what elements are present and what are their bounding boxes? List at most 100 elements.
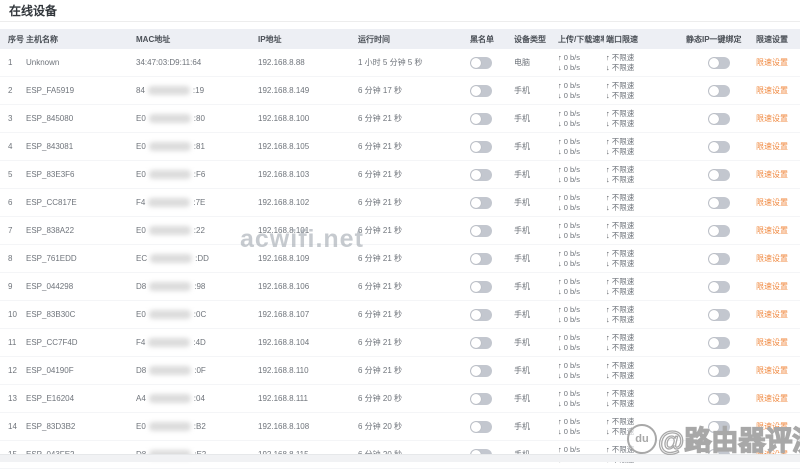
download-rate: 0 b/s <box>563 174 581 184</box>
static-ip-bind-toggle[interactable] <box>708 420 730 433</box>
blacklist-cell <box>468 160 512 189</box>
blacklist-cell <box>468 188 512 217</box>
arrow-up-icon: ↑ <box>606 361 610 370</box>
mac-suffix: :0C <box>193 309 207 319</box>
download-limit: 不限速 <box>611 286 635 296</box>
static-ip-bind-toggle[interactable] <box>708 392 730 405</box>
row-index: 12 <box>0 356 24 385</box>
static-ip-bind-toggle[interactable] <box>708 196 730 209</box>
static-ip-bind-toggle[interactable] <box>708 308 730 321</box>
limit-settings-cell: 限速设置 <box>754 132 800 161</box>
mac-prefix: E0 <box>136 113 146 123</box>
limit-settings-link[interactable]: 限速设置 <box>756 198 788 207</box>
blacklist-toggle[interactable] <box>470 364 492 377</box>
static-ip-bind-toggle[interactable] <box>708 252 730 265</box>
arrow-up-icon: ↑ <box>558 333 562 342</box>
blacklist-toggle[interactable] <box>470 420 492 433</box>
rate-cell: ↑0 b/s ↓0 b/s <box>556 384 604 413</box>
blacklist-cell <box>468 49 512 77</box>
upload-rate: 0 b/s <box>563 417 581 426</box>
limit-settings-link[interactable]: 限速设置 <box>756 114 788 123</box>
mac-address: D8:0F <box>134 356 256 385</box>
blacklist-toggle[interactable] <box>470 56 492 69</box>
static-ip-bind-toggle[interactable] <box>708 336 730 349</box>
limit-settings-link[interactable]: 限速设置 <box>756 86 788 95</box>
blacklist-cell <box>468 104 512 133</box>
blacklist-toggle[interactable] <box>470 392 492 405</box>
blacklist-toggle[interactable] <box>470 280 492 293</box>
blacklist-toggle[interactable] <box>470 224 492 237</box>
hostname: ESP_CC7F4D <box>24 328 134 357</box>
limit-settings-link[interactable]: 限速设置 <box>756 254 788 263</box>
static-ip-bind-toggle[interactable] <box>708 364 730 377</box>
toggle-knob <box>709 169 719 180</box>
limit-settings-link[interactable]: 限速设置 <box>756 170 788 179</box>
download-rate: 0 b/s <box>563 90 581 100</box>
blacklist-toggle[interactable] <box>470 112 492 125</box>
arrow-down-icon: ↓ <box>606 146 610 156</box>
hostname: ESP_04190F <box>24 356 134 385</box>
toggle-knob <box>709 337 719 348</box>
rate-cell: ↑0 b/s ↓0 b/s <box>556 216 604 245</box>
device-type: 手机 <box>512 132 556 161</box>
col-header-index: 序号 <box>0 29 24 49</box>
static-ip-bind-toggle[interactable] <box>708 224 730 237</box>
upload-limit: 不限速 <box>611 81 635 90</box>
table-row: 9 ESP_044298 D8:98 192.168.8.106 6 分钟 21… <box>0 272 800 301</box>
blacklist-toggle[interactable] <box>470 168 492 181</box>
arrow-down-icon: ↓ <box>558 146 562 156</box>
arrow-down-icon: ↓ <box>558 118 562 128</box>
limit-settings-link[interactable]: 限速设置 <box>756 366 788 375</box>
mac-redacted-blur <box>148 170 191 180</box>
limit-settings-cell: 限速设置 <box>754 188 800 217</box>
static-ip-bind-toggle[interactable] <box>708 112 730 125</box>
limit-settings-link[interactable]: 限速设置 <box>756 142 788 151</box>
device-type: 手机 <box>512 188 556 217</box>
download-limit: 不限速 <box>611 62 635 72</box>
download-rate: 0 b/s <box>563 146 581 156</box>
blacklist-toggle[interactable] <box>470 308 492 321</box>
limit-settings-link[interactable]: 限速设置 <box>756 282 788 291</box>
limit-settings-link[interactable]: 限速设置 <box>756 338 788 347</box>
limit-settings-link[interactable]: 限速设置 <box>756 58 788 67</box>
limit-settings-link[interactable]: 限速设置 <box>756 310 788 319</box>
toggle-knob <box>709 393 719 404</box>
upload-rate: 0 b/s <box>563 137 581 146</box>
blacklist-toggle[interactable] <box>470 196 492 209</box>
arrow-up-icon: ↑ <box>606 109 610 118</box>
blacklist-toggle[interactable] <box>470 336 492 349</box>
static-ip-bind-toggle[interactable] <box>708 56 730 69</box>
limit-settings-link[interactable]: 限速设置 <box>756 394 788 403</box>
static-ip-bind-toggle[interactable] <box>708 280 730 293</box>
arrow-down-icon: ↓ <box>606 202 610 212</box>
rate-cell: ↑0 b/s ↓0 b/s <box>556 132 604 161</box>
rate-cell: ↑0 b/s ↓0 b/s <box>556 356 604 385</box>
blacklist-cell <box>468 244 512 273</box>
toggle-knob <box>709 113 719 124</box>
mac-prefix: 84 <box>136 85 145 95</box>
hostname: ESP_843081 <box>24 132 134 161</box>
port-limit-cell: ↑不限速 ↓不限速 <box>604 244 684 273</box>
mac-suffix: :4D <box>193 337 206 347</box>
mac-address: E0:22 <box>134 216 256 245</box>
limit-settings-link[interactable]: 限速设置 <box>756 422 788 431</box>
rate-cell: ↑0 b/s ↓0 b/s <box>556 244 604 273</box>
limit-settings-link[interactable]: 限速设置 <box>756 226 788 235</box>
blacklist-toggle[interactable] <box>470 252 492 265</box>
arrow-up-icon: ↑ <box>606 305 610 314</box>
online-devices-table: 序号 主机名称 MAC地址 IP地址 运行时间 黑名单 设备类型 上传/下载速率… <box>0 29 800 469</box>
static-ip-bind-cell <box>684 272 754 301</box>
blacklist-toggle[interactable] <box>470 140 492 153</box>
static-ip-bind-toggle[interactable] <box>708 84 730 97</box>
hostname: ESP_FA5919 <box>24 76 134 105</box>
limit-settings-cell: 限速设置 <box>754 300 800 329</box>
static-ip-bind-cell <box>684 384 754 413</box>
static-ip-bind-cell <box>684 412 754 441</box>
mac-prefix: EC <box>136 253 148 263</box>
upload-limit: 不限速 <box>611 249 635 258</box>
arrow-up-icon: ↑ <box>558 221 562 230</box>
table-row: 2 ESP_FA5919 84:19 192.168.8.149 6 分钟 17… <box>0 76 800 105</box>
static-ip-bind-toggle[interactable] <box>708 140 730 153</box>
static-ip-bind-toggle[interactable] <box>708 168 730 181</box>
blacklist-toggle[interactable] <box>470 84 492 97</box>
